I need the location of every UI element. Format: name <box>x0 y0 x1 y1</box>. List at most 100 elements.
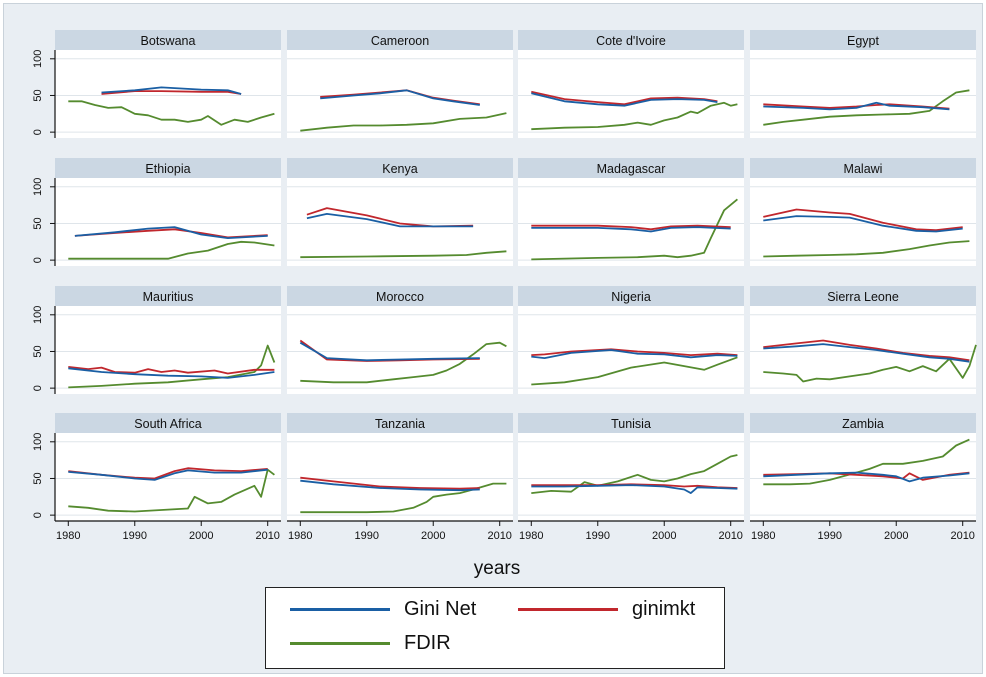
plot-area <box>287 50 513 138</box>
panel-header <box>750 413 976 433</box>
series-gini-net-line <box>320 89 480 106</box>
x-tick-label: 1990 <box>586 530 610 542</box>
series-ginimkt-line <box>763 208 963 232</box>
plot-area <box>55 433 281 521</box>
panel-title: Cameroon <box>371 34 429 48</box>
panel-header <box>750 286 976 306</box>
x-tick-label: 1990 <box>818 530 842 542</box>
x-tick-label: 1980 <box>519 530 543 542</box>
legend-label-gini-net: Gini Net <box>404 598 477 620</box>
panel-title: Botswana <box>141 34 196 48</box>
y-tick-label: 0 <box>32 257 44 263</box>
series-fdir-line <box>68 240 275 260</box>
panel-zambia: Zambia 1980 1990 2000 2010 <box>750 413 976 542</box>
plot-area <box>518 50 744 138</box>
legend-label-fdir: FDIR <box>404 632 451 654</box>
y-tick-label: 0 <box>32 129 44 135</box>
panel-egypt: Egypt <box>750 30 976 138</box>
x-tick-label: 2010 <box>487 530 511 542</box>
series-ginimkt-line <box>101 90 242 95</box>
series-ginimkt-line <box>68 366 275 375</box>
y-tick-label: 50 <box>32 89 44 101</box>
panel-title: Nigeria <box>611 290 651 304</box>
series-fdir-line <box>300 250 507 259</box>
plot-area <box>55 50 281 138</box>
series-fdir-line <box>300 341 507 384</box>
panel-header <box>518 158 744 178</box>
x-tick-label: 2010 <box>718 530 742 542</box>
x-tick-label: 1980 <box>288 530 312 542</box>
panel-header <box>55 286 281 306</box>
panel-tanzania: Tanzania 1980 1990 2000 2010 <box>287 413 513 542</box>
panel-cameroon: Cameroon <box>287 30 513 138</box>
legend-swatch-gini-net <box>290 608 390 611</box>
panel-header <box>55 413 281 433</box>
legend: Gini Net ginimkt FDIR <box>265 587 725 669</box>
panel-nigeria: Nigeria <box>518 286 744 394</box>
panel-header <box>750 30 976 50</box>
x-tick-label: 2000 <box>652 530 676 542</box>
y-tick-label: 0 <box>32 512 44 518</box>
legend-swatch-ginimkt <box>518 608 618 611</box>
series-ginimkt-line <box>300 476 480 490</box>
series-fdir-line <box>763 344 977 383</box>
panel-header <box>750 158 976 178</box>
x-tick-label: 1980 <box>751 530 775 542</box>
series-fdir-line <box>300 112 507 132</box>
series-gini-net-line <box>763 101 950 111</box>
series-gini-net-line <box>299 341 480 362</box>
plot-area <box>750 178 976 266</box>
series-ginimkt-line <box>531 348 738 357</box>
panel-header <box>518 413 744 433</box>
panel-header <box>518 30 744 50</box>
series-fdir-line <box>531 356 738 386</box>
panel-malawi: Malawi <box>750 158 976 266</box>
y-tick-label: 0 <box>32 385 44 391</box>
legend-swatch-fdir <box>290 642 390 645</box>
series-fdir-line <box>68 344 276 389</box>
legend-item-ginimkt: ginimkt <box>518 598 695 621</box>
panel-tunisia: Tunisia 1980 1990 2000 2010 <box>518 413 744 542</box>
x-tick-label: 2000 <box>421 530 445 542</box>
series-fdir-line <box>531 198 738 261</box>
plot-area <box>518 306 744 394</box>
panel-title: Tanzania <box>375 417 425 431</box>
series-gini-net-line <box>300 479 480 492</box>
legend-item-fdir: FDIR <box>290 632 451 655</box>
panel-title: Cote d'Ivoire <box>596 34 666 48</box>
panel-title: Malawi <box>844 162 883 176</box>
series-gini-net-line <box>763 343 970 363</box>
y-tick-label: 100 <box>32 178 44 196</box>
plot-area <box>55 178 281 266</box>
panel-header <box>287 158 513 178</box>
panel-header <box>287 413 513 433</box>
series-fdir-line <box>531 454 738 494</box>
panel-header <box>55 30 281 50</box>
panel-title: Kenya <box>382 162 417 176</box>
series-gini-net-line <box>531 349 738 360</box>
panel-header <box>287 286 513 306</box>
panel-title: Egypt <box>847 34 879 48</box>
y-tick-label: 50 <box>32 217 44 229</box>
series-gini-net-line <box>763 471 970 483</box>
series-fdir-line <box>531 101 738 131</box>
x-tick-label: 1990 <box>123 530 147 542</box>
x-tick-label: 2000 <box>189 530 213 542</box>
plot-area <box>287 433 513 521</box>
x-axis-title: years <box>474 558 520 579</box>
series-fdir-line <box>763 240 970 258</box>
panel-header <box>287 30 513 50</box>
panel-header <box>55 158 281 178</box>
panel-mauritius: Mauritius 0 50 100 <box>32 286 281 394</box>
series-gini-net-line <box>763 215 963 233</box>
series-gini-net-line <box>68 468 268 481</box>
panel-botswana: Botswana 0 50 100 <box>32 30 281 138</box>
legend-item-gini-net: Gini Net <box>290 598 476 621</box>
panel-cote-d-ivoire: Cote d'Ivoire <box>518 30 744 138</box>
series-gini-net-line <box>531 226 731 233</box>
panel-header <box>518 286 744 306</box>
y-tick-label: 50 <box>32 472 44 484</box>
x-tick-label: 1990 <box>355 530 379 542</box>
series-fdir-line <box>68 468 275 513</box>
panel-sierra-leone: Sierra Leone <box>750 286 977 394</box>
